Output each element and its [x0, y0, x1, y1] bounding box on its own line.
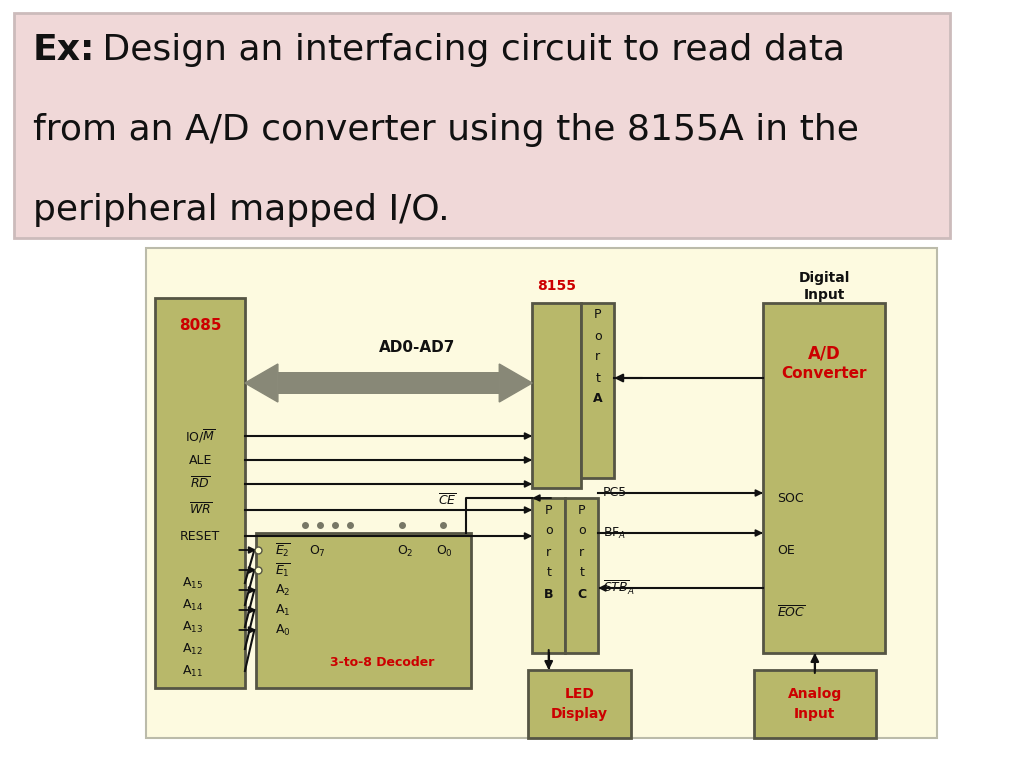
- Bar: [256, 533, 471, 688]
- Text: A: A: [593, 392, 602, 405]
- Text: Ex:: Ex:: [33, 33, 95, 67]
- Text: from an A/D converter using the 8155A in the: from an A/D converter using the 8155A in…: [33, 113, 859, 147]
- Text: Display: Display: [551, 707, 608, 721]
- Text: $\overline{EOC}$: $\overline{EOC}$: [777, 605, 806, 621]
- Text: P: P: [578, 504, 586, 517]
- Text: 8085: 8085: [179, 318, 221, 333]
- Text: A$_{11}$: A$_{11}$: [182, 664, 203, 679]
- Bar: [278, 372, 500, 394]
- Bar: [582, 303, 614, 478]
- Text: B: B: [544, 588, 553, 601]
- Polygon shape: [500, 364, 532, 402]
- Text: A$_0$: A$_0$: [274, 622, 291, 637]
- Text: P: P: [594, 309, 601, 322]
- Text: $\overline{WR}$: $\overline{WR}$: [188, 502, 212, 518]
- Polygon shape: [245, 364, 278, 402]
- Text: Input: Input: [804, 288, 845, 302]
- Text: peripheral mapped I/O.: peripheral mapped I/O.: [33, 193, 450, 227]
- Text: Digital: Digital: [799, 271, 850, 285]
- Bar: [532, 303, 582, 488]
- Text: t: t: [595, 372, 600, 385]
- Text: PC5: PC5: [603, 486, 627, 499]
- Text: o: o: [578, 525, 586, 538]
- Bar: [763, 303, 886, 653]
- Text: $\overline{E_1}$: $\overline{E_1}$: [274, 561, 291, 579]
- Text: A$_{15}$: A$_{15}$: [182, 575, 203, 591]
- Text: LED: LED: [564, 687, 594, 701]
- Text: $\overline{STB}_A$: $\overline{STB}_A$: [603, 579, 635, 597]
- Bar: [754, 670, 877, 738]
- Text: AD0-AD7: AD0-AD7: [379, 340, 455, 356]
- Text: $\overline{E_2}$: $\overline{E_2}$: [274, 541, 291, 559]
- Bar: [565, 498, 598, 653]
- Text: A$_1$: A$_1$: [274, 602, 290, 617]
- Text: SOC: SOC: [777, 492, 804, 505]
- Bar: [146, 248, 937, 738]
- Text: A$_{14}$: A$_{14}$: [182, 598, 203, 613]
- Text: O$_0$: O$_0$: [436, 544, 453, 558]
- Text: r: r: [580, 545, 585, 558]
- Text: Input: Input: [795, 707, 836, 721]
- Text: O$_7$: O$_7$: [309, 544, 326, 558]
- Text: Converter: Converter: [781, 366, 867, 380]
- Text: $\overline{CE}$: $\overline{CE}$: [438, 493, 457, 508]
- Text: r: r: [546, 545, 551, 558]
- Text: o: o: [545, 525, 553, 538]
- Text: t: t: [580, 567, 584, 580]
- Text: Analog: Analog: [787, 687, 842, 701]
- Text: BF$_A$: BF$_A$: [603, 525, 626, 541]
- Text: O$_2$: O$_2$: [396, 544, 414, 558]
- Text: RESET: RESET: [180, 529, 220, 542]
- Text: A$_2$: A$_2$: [275, 582, 290, 598]
- Text: 8155: 8155: [538, 279, 577, 293]
- Text: IO/$\overline{M}$: IO/$\overline{M}$: [185, 428, 215, 445]
- Bar: [14, 13, 949, 238]
- Text: t: t: [546, 567, 551, 580]
- Text: 3-to-8 Decoder: 3-to-8 Decoder: [331, 657, 434, 670]
- Text: ALE: ALE: [188, 453, 212, 466]
- Text: $\overline{RD}$: $\overline{RD}$: [190, 476, 210, 492]
- Bar: [532, 498, 565, 653]
- Bar: [527, 670, 631, 738]
- Text: r: r: [595, 350, 600, 363]
- Text: P: P: [545, 504, 553, 517]
- Text: A$_{13}$: A$_{13}$: [182, 620, 203, 634]
- Text: o: o: [594, 329, 601, 343]
- Text: C: C: [578, 588, 587, 601]
- Text: A/D: A/D: [808, 344, 841, 362]
- Text: OE: OE: [777, 544, 795, 557]
- Bar: [156, 298, 245, 688]
- Text: A$_{12}$: A$_{12}$: [182, 641, 203, 657]
- Text: Design an interfacing circuit to read data: Design an interfacing circuit to read da…: [91, 33, 846, 67]
